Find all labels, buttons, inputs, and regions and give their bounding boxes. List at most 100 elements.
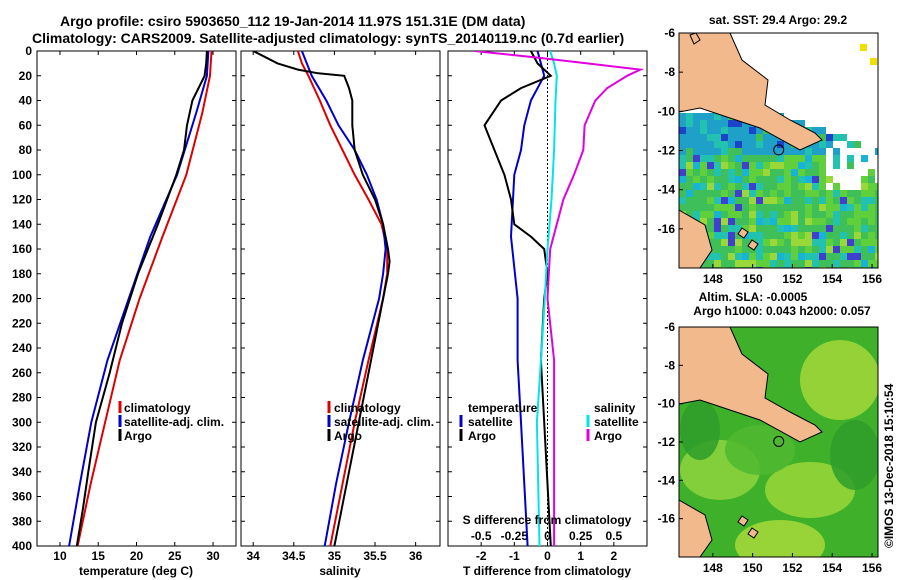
- temperature-plot-frame: [36, 50, 237, 547]
- sst-cell: [798, 232, 805, 239]
- y-tick-label: 280: [12, 391, 32, 405]
- sst-cell: [714, 120, 721, 127]
- sst-cell: [861, 253, 868, 260]
- sst-cell: [770, 155, 777, 162]
- sst-cell: [777, 225, 784, 232]
- sst-cell: [861, 190, 868, 197]
- islets-land: [737, 515, 759, 539]
- sla-blob: [735, 520, 825, 557]
- sst-cell: [784, 169, 791, 176]
- sst-cell: [770, 141, 777, 148]
- sst-cell: [812, 162, 819, 169]
- sst-cell: [721, 246, 728, 253]
- sst-cell: [861, 204, 868, 211]
- sst-cell: [721, 155, 728, 162]
- sst-cell: [735, 148, 742, 155]
- sst-cell: [784, 232, 791, 239]
- sst-cell: [728, 155, 735, 162]
- sst-cell: [728, 239, 735, 246]
- sst-cell: [756, 141, 763, 148]
- sst-cell: [756, 225, 763, 232]
- sst-cell: [854, 211, 861, 218]
- sst-cell: [861, 239, 868, 246]
- sst-cell: [707, 190, 714, 197]
- sst-cell: [868, 218, 875, 225]
- sst-cell: [707, 183, 714, 190]
- sst-cell: [833, 239, 840, 246]
- sst-cell: [742, 169, 749, 176]
- sst-cell: [714, 176, 721, 183]
- sst-cell: [742, 204, 749, 211]
- legend-label-argo: Argo: [334, 429, 362, 443]
- sst-cell: [868, 197, 875, 204]
- sst-cell: [875, 218, 878, 225]
- sst-cell: [868, 190, 875, 197]
- sst-cell: [784, 211, 791, 218]
- sst-cell: [714, 141, 721, 148]
- sst-cell: [847, 204, 854, 211]
- map-y-tick-label: -14: [658, 183, 676, 197]
- map-x-tick-label: 154: [822, 272, 842, 286]
- australia-land: [679, 499, 713, 557]
- sst-cell: [770, 225, 777, 232]
- sst-cell: [693, 169, 700, 176]
- y-tick-label: 80: [19, 143, 33, 157]
- sst-cell: [840, 260, 847, 267]
- sst-cell: [728, 141, 735, 148]
- sst-cell: [735, 141, 742, 148]
- sst-cell: [686, 141, 693, 148]
- sst-cell: [686, 120, 693, 127]
- x-tick-label: -1: [509, 549, 520, 563]
- sst-cell: [700, 141, 707, 148]
- sst-cell: [854, 246, 861, 253]
- sst-cell: [875, 239, 878, 246]
- sst-cell: [707, 162, 714, 169]
- sst-cell: [826, 197, 833, 204]
- x-tick-label: 30: [206, 549, 220, 563]
- legend-label-climatology: climatology: [124, 401, 191, 415]
- sst-cell: [861, 183, 868, 190]
- sst-cell: [756, 204, 763, 211]
- sst-cell: [805, 246, 812, 253]
- sst-cell: [728, 190, 735, 197]
- sst-cell: [826, 176, 833, 183]
- sst-cell: [735, 246, 742, 253]
- sst-cell: [791, 211, 798, 218]
- sst-cell: [700, 120, 707, 127]
- sst-cell: [861, 232, 868, 239]
- sst-cell: [728, 211, 735, 218]
- sst-cell: [819, 246, 826, 253]
- sst-cell: [714, 204, 721, 211]
- sst-cell: [777, 190, 784, 197]
- sst-cell: [693, 183, 700, 190]
- sst-cell: [870, 58, 877, 65]
- map-y-tick-label: -6: [664, 320, 675, 334]
- sst-cell: [728, 162, 735, 169]
- legend-label-t-argo: Argo: [468, 429, 496, 443]
- sst-cell: [791, 246, 798, 253]
- sst-cell: [742, 134, 749, 141]
- sst-cell: [812, 225, 819, 232]
- sst-cell: [875, 232, 878, 239]
- series-line-argo: [75, 51, 208, 546]
- map-y-tick-label: -10: [658, 397, 676, 411]
- y-tick-label: 380: [12, 514, 32, 528]
- sla-blob: [765, 462, 855, 518]
- sst-cell: [826, 246, 833, 253]
- sst-cell: [749, 155, 756, 162]
- sst-cell: [728, 183, 735, 190]
- sst-cell: [742, 246, 749, 253]
- sst-cell: [777, 211, 784, 218]
- x-tick-label: 1: [577, 549, 584, 563]
- sst-cell: [840, 246, 847, 253]
- imos-timestamp-watermark: ©IMOS 13-Dec-2018 15:10:54: [882, 383, 896, 548]
- sst-cell: [861, 218, 868, 225]
- x-tick-label: -2: [476, 549, 487, 563]
- difference-legend-temperature: temperature satellite Argo: [459, 401, 538, 443]
- sst-cell: [735, 253, 742, 260]
- sst-cell: [707, 176, 714, 183]
- map-y-tick-label: -12: [658, 435, 676, 449]
- sst-cell: [686, 183, 693, 190]
- sst-cell: [714, 183, 721, 190]
- sst-cell: [868, 225, 875, 232]
